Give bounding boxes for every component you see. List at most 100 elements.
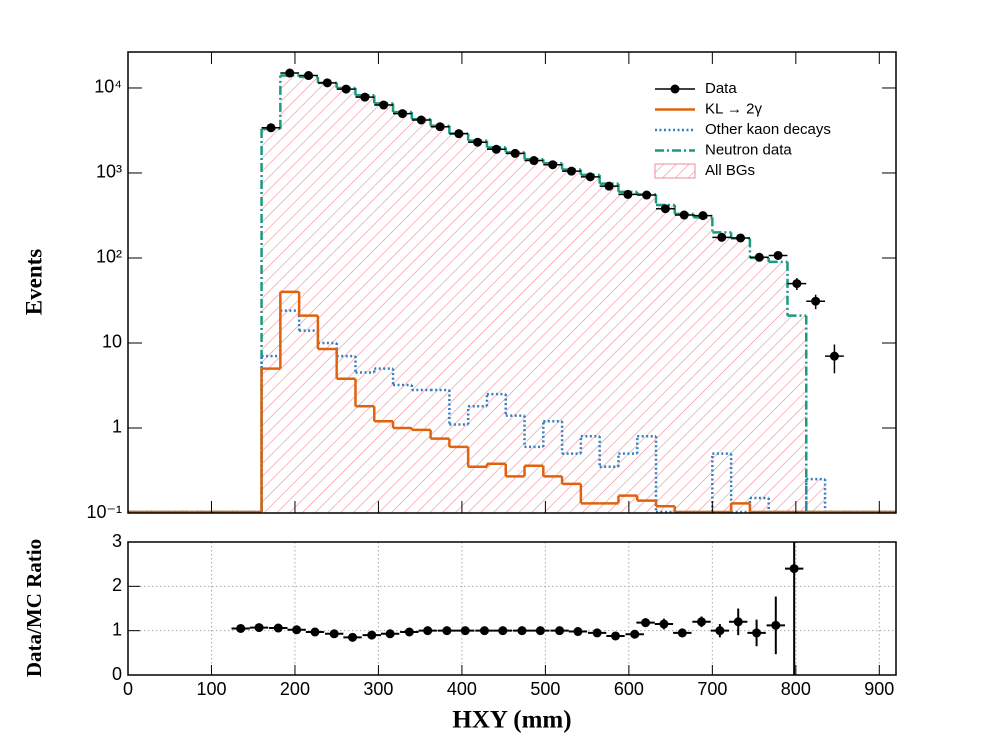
legend-label: Data (705, 80, 737, 97)
legend-entry: Other kaon decays (655, 121, 831, 138)
bg-bar (562, 169, 581, 513)
legend-label: KL → 2γ (705, 100, 762, 117)
ratio-area (231, 542, 804, 675)
bg-bar (468, 140, 487, 513)
bg-bar (768, 261, 788, 513)
y-axis-label: Events (21, 249, 46, 316)
ratio-point (573, 627, 583, 637)
bg-bar (637, 194, 656, 513)
ratio-point (517, 626, 527, 636)
legend-label: Other kaon decays (705, 121, 831, 138)
ratio-point (479, 626, 489, 636)
bg-bar (411, 119, 431, 513)
ratio-point (404, 627, 414, 637)
bg-bar (336, 87, 356, 513)
ratio-point (715, 626, 725, 636)
y-tick-label: 10 (102, 332, 122, 352)
bg-bar (393, 112, 412, 513)
ratio-point (385, 629, 395, 639)
x-tick-label: 400 (447, 679, 477, 699)
data-point (792, 279, 802, 289)
data-point (529, 156, 539, 166)
data-point (604, 181, 614, 191)
bg-bar (599, 183, 619, 513)
ratio-frame (127, 541, 897, 676)
data-point (397, 109, 407, 119)
x-tick-label: 300 (363, 679, 393, 699)
legend-entry: All BGs (654, 162, 755, 179)
data-point (679, 210, 689, 220)
ratio-point (677, 628, 687, 638)
bg-bar (712, 232, 732, 513)
ratio-point (273, 623, 283, 633)
x-tick-label: 100 (196, 679, 226, 699)
legend-entry: KL → 2γ (655, 100, 762, 117)
data-point (266, 123, 276, 133)
data-point (379, 100, 389, 110)
bg-bar (299, 76, 318, 513)
data-point (566, 166, 576, 176)
data-point (304, 71, 314, 81)
data-point (698, 211, 708, 221)
bg-bar (449, 133, 469, 513)
bg-bar (749, 257, 769, 513)
legend-marker (670, 84, 680, 94)
bg-bar (280, 75, 300, 513)
ratio-point (348, 632, 358, 642)
data-point (717, 232, 727, 242)
data-point (585, 172, 595, 182)
ratio-point (752, 628, 762, 638)
bg-bar (580, 174, 600, 513)
bg-bar (656, 205, 675, 513)
ratio-point (367, 630, 377, 640)
data-point (454, 129, 464, 139)
ratio-point (310, 627, 320, 637)
y-tick-label: 10² (96, 247, 122, 267)
x-tick-label: 800 (781, 679, 811, 699)
bg-bar (430, 125, 450, 513)
x-tick-label: 500 (530, 679, 560, 699)
bg-bar (618, 191, 638, 513)
data-point (736, 233, 746, 243)
ratio-point (733, 617, 743, 627)
bg-bar (693, 217, 713, 513)
ratio-point (789, 564, 799, 574)
x-tick-label: 0 (123, 679, 133, 699)
y-tick-label: 1 (112, 417, 122, 437)
data-point (491, 144, 501, 154)
ratio-point (696, 617, 706, 627)
plot-area (128, 68, 896, 513)
ratio-point (498, 626, 508, 636)
ratio-point (329, 629, 339, 639)
ratio-point (611, 631, 621, 641)
bg-bar (261, 128, 281, 513)
bg-bar (486, 147, 506, 513)
data-point (811, 296, 821, 306)
x-tick-label: 900 (864, 679, 894, 699)
bg-bar (543, 163, 563, 513)
bg-bar (355, 95, 375, 513)
bg-bar (505, 152, 525, 513)
y-tick-label: 10⁴ (94, 77, 122, 97)
data-point (473, 137, 483, 147)
bg-bar (731, 238, 750, 513)
ratio-point (460, 626, 470, 636)
ratio-point (555, 626, 565, 636)
ratio-point (592, 628, 602, 638)
y-tick-label: 3 (112, 531, 122, 551)
bg-bar (374, 103, 394, 513)
ratio-point (236, 623, 246, 633)
ratio-point (659, 619, 669, 629)
ratio-axis-label: Data/MC Ratio (22, 539, 46, 677)
legend-label: Neutron data (705, 141, 792, 158)
bg-bar (317, 82, 337, 513)
legend-swatch (654, 163, 696, 179)
ratio-point (442, 626, 452, 636)
data-point (360, 92, 370, 102)
y-tick-label: 2 (112, 575, 122, 595)
ratio-point (641, 618, 651, 628)
x-axis-label: HXY (mm) (452, 707, 571, 734)
ratio-point (292, 625, 302, 635)
data-point (548, 160, 558, 170)
